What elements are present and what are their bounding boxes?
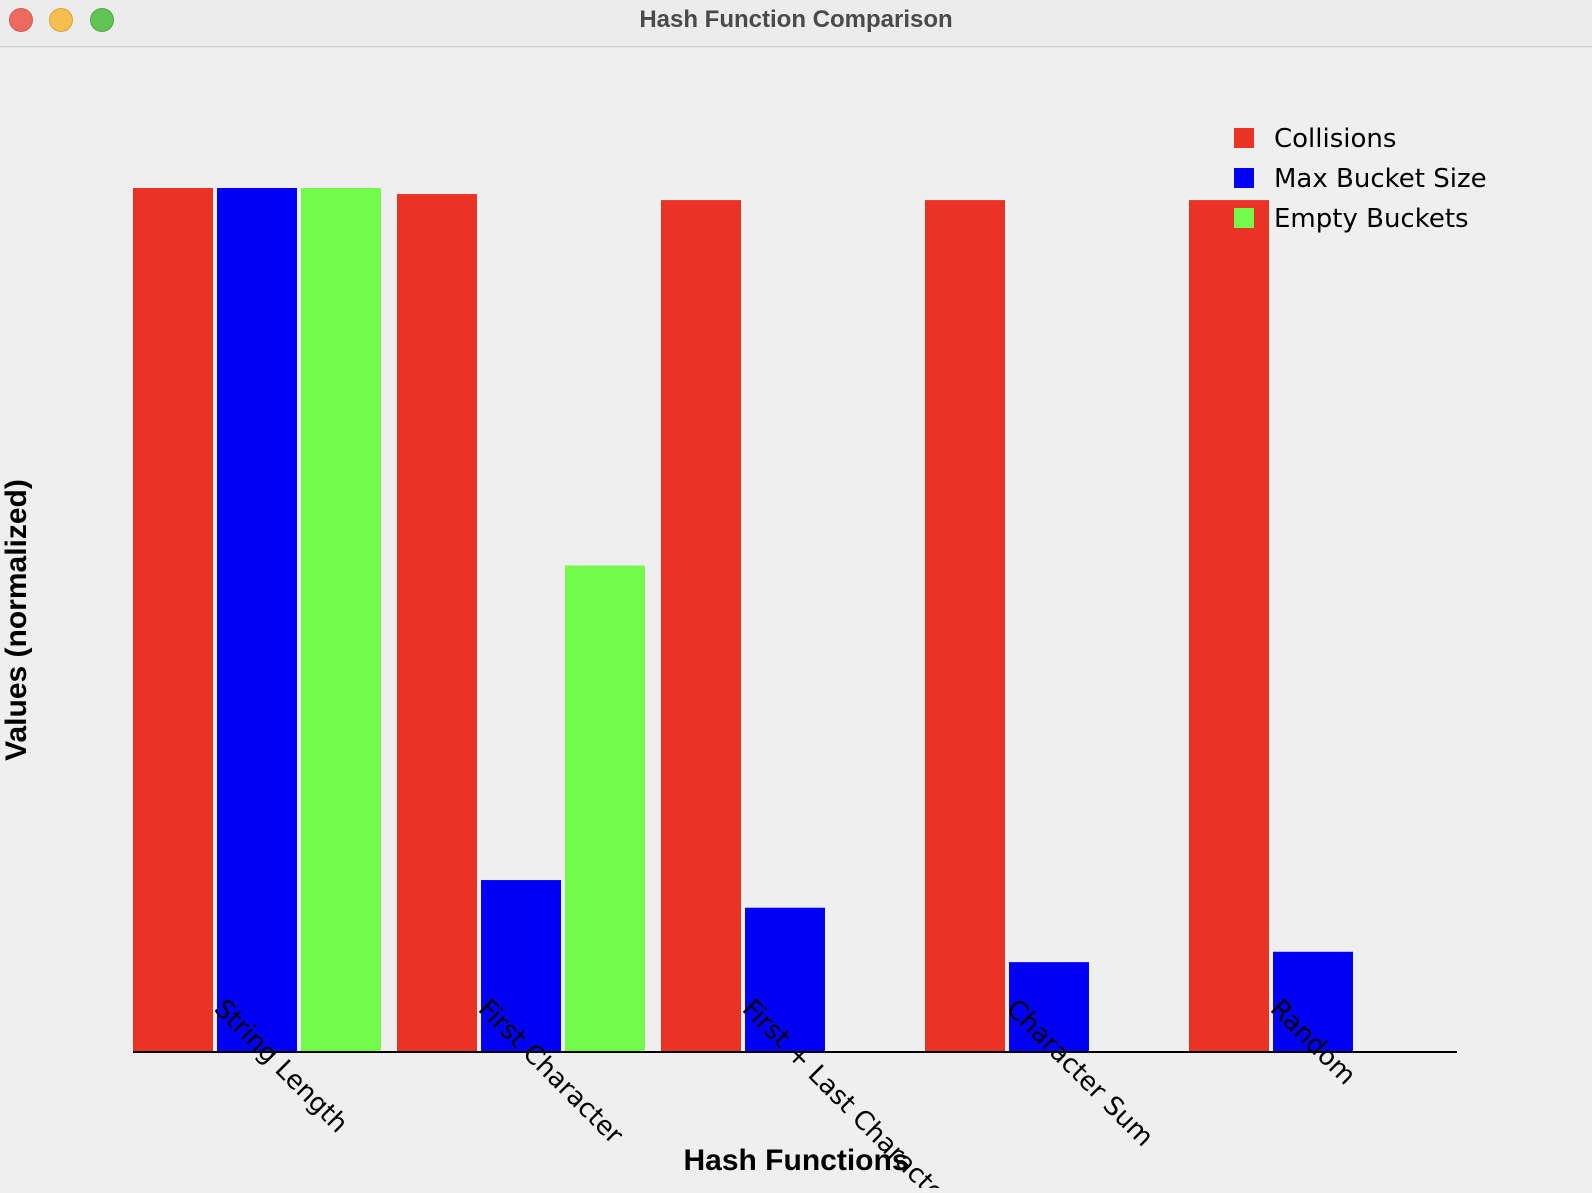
chart-area: String Length First Character First + Last… [0,47,1592,1193]
bar-collisions-character-sum [925,200,1005,1052]
bar-collisions-first-last-character [661,200,741,1052]
close-window-button[interactable] [9,8,33,32]
legend-label-max-bucket-size: Max Bucket Size [1274,164,1487,194]
bars-group [133,188,1353,1053]
minimize-window-button[interactable] [49,8,73,32]
bar-empty-buckets-string-length [301,188,381,1052]
legend: Collisions Max Bucket Size Empty Buckets [1234,124,1487,234]
legend-swatch-empty-buckets [1234,208,1254,228]
title-bar[interactable]: Hash Function Comparison [0,0,1592,47]
bar-max-bucket-size-character-sum [1009,962,1089,1052]
bar-max-bucket-size-string-length [217,188,297,1052]
bar-chart: String Length First Character First + Last… [0,124,1487,1193]
maximize-window-button[interactable] [90,8,114,32]
x-axis-label: Hash Functions [683,1144,908,1177]
legend-swatch-collisions [1234,128,1254,148]
legend-swatch-max-bucket-size [1234,168,1254,188]
legend-label-collisions: Collisions [1274,124,1396,154]
bar-collisions-first-character [397,194,477,1053]
window-title: Hash Function Comparison [639,6,953,33]
bar-collisions-string-length [133,188,213,1052]
bar-collisions-random [1189,200,1269,1052]
bar-max-bucket-size-first-character [481,880,561,1052]
bar-max-bucket-size-random [1273,951,1353,1052]
y-axis-label: Values (normalized) [0,479,33,761]
legend-label-empty-buckets: Empty Buckets [1274,204,1469,234]
bar-max-bucket-size-first-last-character [745,907,825,1052]
bar-empty-buckets-first-character [565,565,645,1052]
